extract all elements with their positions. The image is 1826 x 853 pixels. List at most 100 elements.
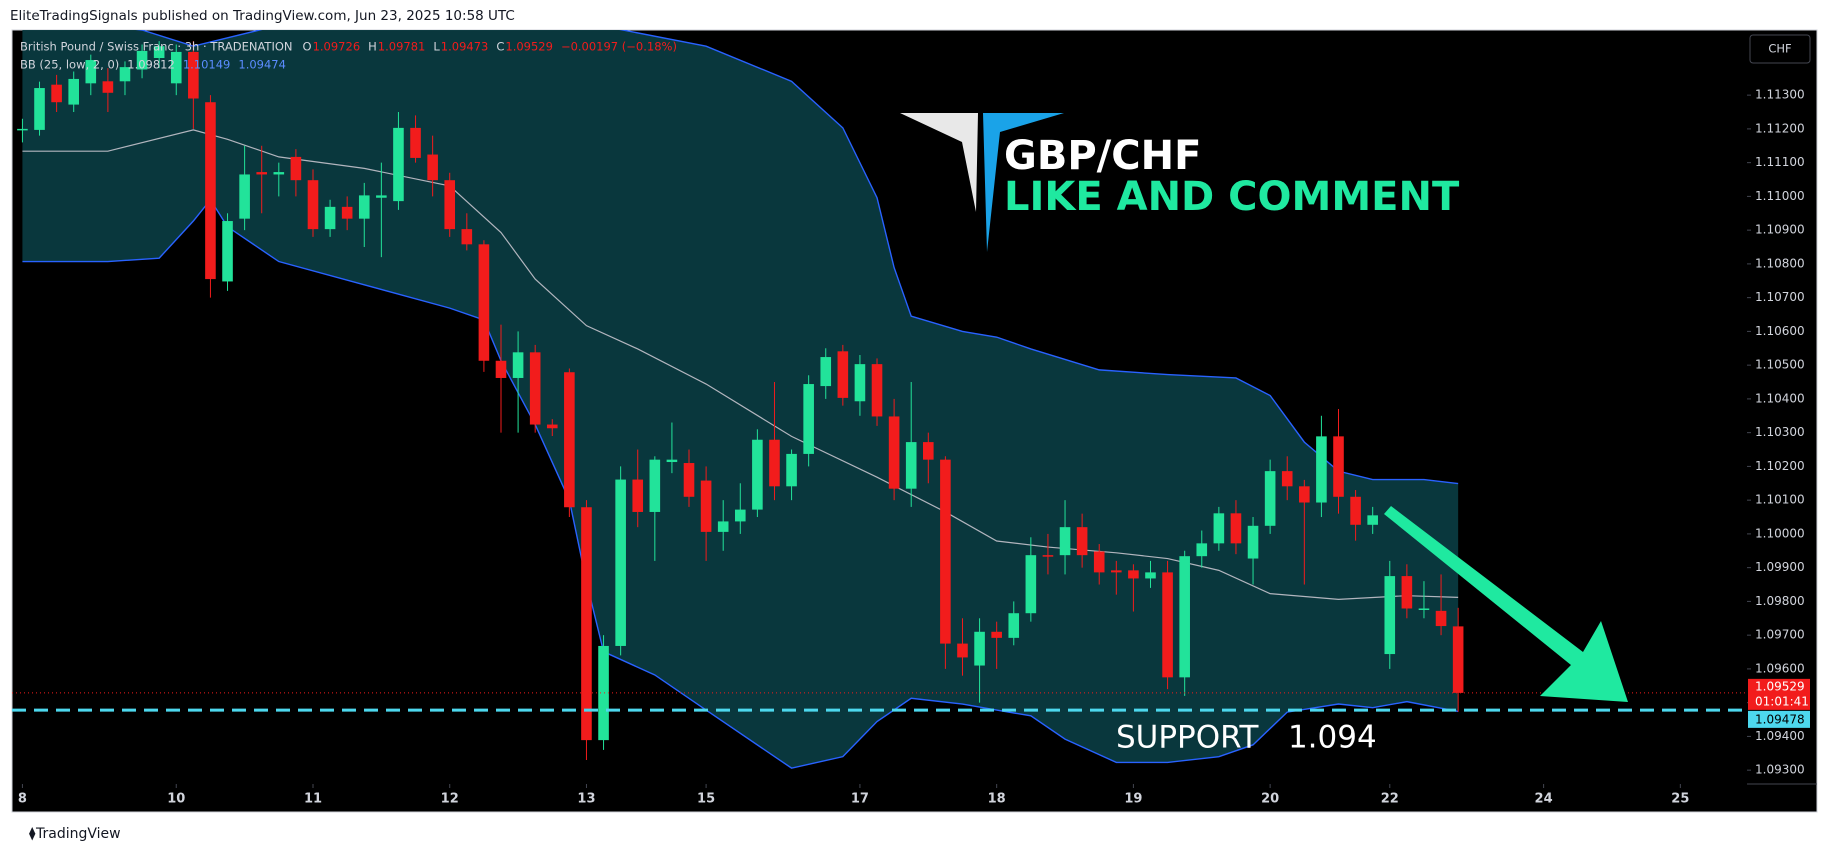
- candle-body: [478, 244, 490, 361]
- y-tick-label: 1.10500: [1755, 358, 1805, 372]
- pair-title: GBP/CHF: [1004, 133, 1201, 179]
- candle-body: [188, 51, 199, 99]
- candle-body: [170, 51, 182, 84]
- candle-body: [1452, 626, 1464, 693]
- candle-body: [769, 439, 780, 487]
- candle-body: [1179, 556, 1190, 678]
- candle-body: [1350, 496, 1361, 525]
- logo-white: [900, 113, 978, 212]
- band-line: [22, 198, 1459, 769]
- candle-body: [837, 351, 849, 398]
- candle-body: [461, 229, 473, 245]
- plot-area: [12, 30, 1747, 769]
- y-tick-label: 1.11100: [1755, 155, 1805, 169]
- y-tick-label: 1.09900: [1755, 560, 1805, 574]
- candle-body: [1008, 613, 1020, 638]
- candle-body: [615, 479, 626, 646]
- x-tick-label: 25: [1671, 792, 1689, 807]
- legend-indicator: BB (25, low, 2, 0): [20, 58, 119, 72]
- candle-body: [427, 154, 438, 181]
- y-tick-label: 1.10900: [1755, 223, 1805, 237]
- candle-body: [341, 206, 353, 219]
- candle-body: [495, 360, 507, 378]
- legend-key: L: [433, 40, 440, 54]
- support-price-box: [1748, 710, 1810, 728]
- candle-body: [1128, 570, 1139, 579]
- candle-body: [1162, 572, 1173, 678]
- x-tick-label: 20: [1261, 792, 1279, 807]
- legend-bb-value: 1.09474: [238, 58, 286, 72]
- y-tick-label: 1.09600: [1755, 661, 1805, 675]
- legend-bb-value: 1.10149: [183, 58, 231, 72]
- y-tick-label: 1.10400: [1755, 391, 1805, 405]
- candle-body: [307, 180, 319, 230]
- candle-body: [991, 631, 1002, 638]
- legend-value: 1.09726: [313, 40, 361, 54]
- candle-body: [410, 127, 421, 158]
- band-line: [135, 30, 1459, 485]
- candle-body: [239, 174, 250, 219]
- candle-body: [546, 424, 558, 429]
- x-tick-label: 11: [304, 792, 322, 807]
- candle-body: [1333, 436, 1344, 497]
- overlay: GBP/CHF LIKE AND COMMENT SUPPORT 1.094 C…: [20, 34, 1811, 756]
- candle-body: [1025, 555, 1037, 614]
- candle-body: [905, 442, 917, 489]
- candle-body: [666, 459, 678, 463]
- y-tick-label: 1.11300: [1755, 88, 1805, 102]
- candle-body: [871, 364, 883, 417]
- legend-key: H: [368, 40, 377, 54]
- candle-body: [34, 88, 45, 130]
- candle-body: [205, 102, 216, 280]
- x-tick-label: 19: [1124, 792, 1142, 807]
- candle-body: [85, 60, 97, 84]
- candle-body: [1264, 471, 1276, 526]
- candle-body: [1316, 436, 1327, 503]
- countdown-label: 01:01:41: [1755, 694, 1809, 708]
- y-tick-label: 1.10300: [1755, 425, 1805, 439]
- candle-body: [1384, 576, 1396, 655]
- candle-body: [854, 364, 866, 402]
- legend-symbol: British Pound / Swiss Franc · 3h · TRADE…: [20, 40, 293, 54]
- x-tick-label: 10: [167, 792, 185, 807]
- y-tick-label: 1.09800: [1755, 594, 1805, 608]
- candle-body: [632, 479, 644, 512]
- x-tick-label: 13: [577, 792, 595, 807]
- candle-body: [1401, 576, 1413, 609]
- y-tick-label: 1.10700: [1755, 290, 1805, 304]
- legend-change: −0.00197 (−0.18%): [561, 40, 677, 54]
- candle-body: [581, 507, 592, 741]
- x-tick-label: 22: [1381, 792, 1399, 807]
- direction-arrow: [1384, 506, 1628, 702]
- x-tick-label: 12: [441, 792, 459, 807]
- support-price-label: 1.09478: [1755, 712, 1805, 726]
- candle-body: [68, 78, 80, 105]
- candle-body: [119, 67, 131, 82]
- candle-body: [1435, 610, 1447, 627]
- candle-body: [273, 172, 285, 175]
- currency-button[interactable]: [1749, 34, 1811, 64]
- candle-body: [1247, 525, 1259, 559]
- candle-body: [700, 480, 712, 532]
- candle-body: [1076, 527, 1088, 556]
- candle-body: [752, 439, 763, 510]
- candle-body: [683, 463, 695, 497]
- candle-body: [1042, 555, 1054, 557]
- x-tick-label: 18: [988, 792, 1006, 807]
- candle-body: [17, 128, 28, 131]
- candle-body: [649, 459, 661, 512]
- candle-body: [136, 50, 148, 70]
- candle-body: [803, 384, 814, 454]
- support-annotation: SUPPORT 1.094: [1116, 720, 1377, 756]
- y-tick-label: 1.11000: [1755, 189, 1805, 203]
- candle-body: [1299, 486, 1310, 503]
- candle-body: [444, 180, 456, 230]
- x-tick-label: 8: [18, 792, 27, 807]
- y-tick-label: 1.10800: [1755, 256, 1805, 270]
- candle-body: [51, 84, 62, 103]
- footer-brand: TradingView: [35, 826, 121, 842]
- candle-body: [888, 416, 900, 489]
- candle-body: [1093, 551, 1105, 573]
- y-tick-label: 1.10000: [1755, 526, 1805, 540]
